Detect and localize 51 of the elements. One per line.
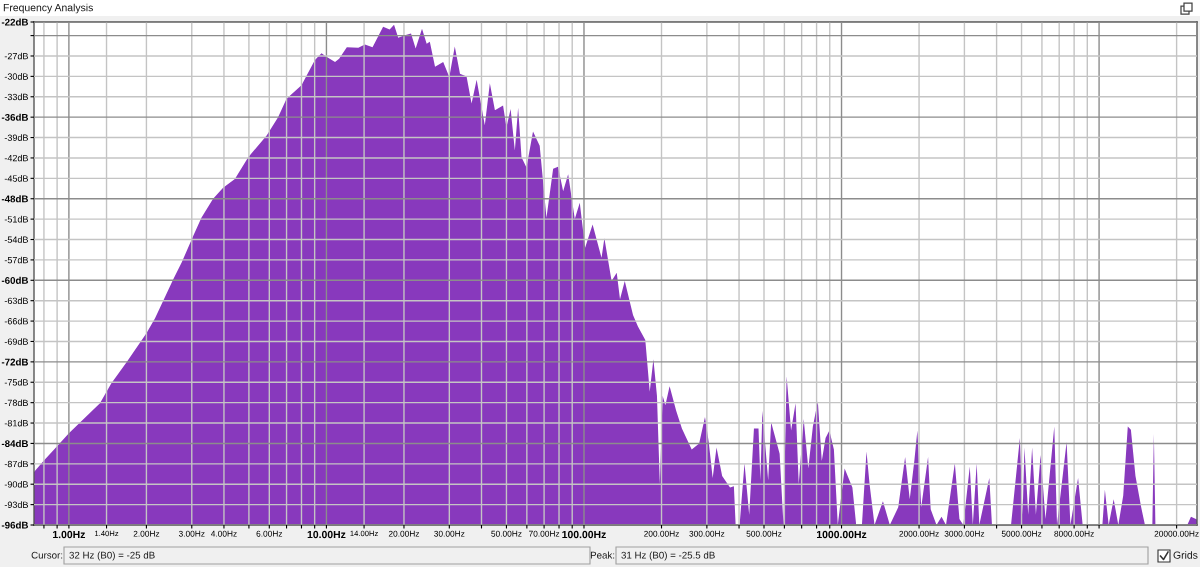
x-tick-label: 20000.00Hz [1154,530,1199,537]
y-tick-label: -96dB [1,521,28,529]
text: Cursor: [31,551,63,559]
y-tick-label: -22dB [1,18,28,26]
y-tick-label: -63dB [4,297,28,305]
y-tick-label: -39dB [4,134,28,141]
x-tick-label: 20.00Hz [388,530,420,537]
x-tick-label: 300.00Hz [689,530,725,537]
text: 31 Hz (B0) = -25.5 dB [621,551,715,561]
y-tick-label: -36dB [1,113,28,121]
x-tick-label: 1000.00Hz [817,530,867,539]
x-tick-label: 6.00Hz [256,530,283,537]
x-tick-label: 1.00Hz [53,530,86,539]
y-tick-label: -81dB [4,419,28,427]
y-tick-label: -57dB [4,256,28,264]
x-tick-label: 4.00Hz [210,530,237,537]
y-tick-label: -87dB [4,460,28,468]
x-tick-label: 2.00Hz [133,530,160,537]
text: 32 Hz (B0) = -25 dB [69,551,155,561]
x-tick-label: 2000.00Hz [899,530,939,537]
y-tick-label: -60dB [1,276,28,284]
x-tick-label: 500.00Hz [746,530,782,537]
y-tick-label: -69dB [4,338,28,345]
y-tick-label: -54dB [4,236,28,243]
y-tick-label: -45dB [4,175,28,182]
x-tick-label: 100.00Hz [562,530,606,539]
x-tick-label: 8000.00Hz [1054,530,1094,537]
y-tick-label: -90dB [4,480,28,488]
y-tick-label: -78dB [4,399,28,407]
y-tick-label: -30dB [4,73,28,80]
y-tick-label: -27dB [4,52,28,60]
x-tick-label: 30.00Hz [434,530,465,537]
y-tick-label: -72dB [1,358,28,366]
y-tick-label: -93dB [4,501,28,508]
text: Grids [1173,551,1198,559]
text: Peak: [590,551,615,559]
x-tick-label: 70.00Hz [529,530,560,537]
y-tick-label: -75dB [4,378,28,386]
y-tick-label: -66dB [4,317,28,325]
y-tick-label: -42dB [4,154,28,162]
x-tick-label: 3000.00Hz [944,530,985,537]
x-tick-label: 10.00Hz [307,530,346,539]
x-tick-label: 3.00Hz [178,530,205,537]
x-tick-label: 50.00Hz [491,530,522,537]
y-tick-label: -51dB [4,215,28,223]
y-tick-label: -33dB [4,93,28,101]
chart-title: Frequency Analysis [3,3,93,14]
x-tick-label: 200.00Hz [644,530,679,537]
y-tick-label: -48dB [1,195,28,203]
y-tick-label: -84dB [1,439,28,448]
x-tick-label: 5000.00Hz [1001,530,1042,537]
